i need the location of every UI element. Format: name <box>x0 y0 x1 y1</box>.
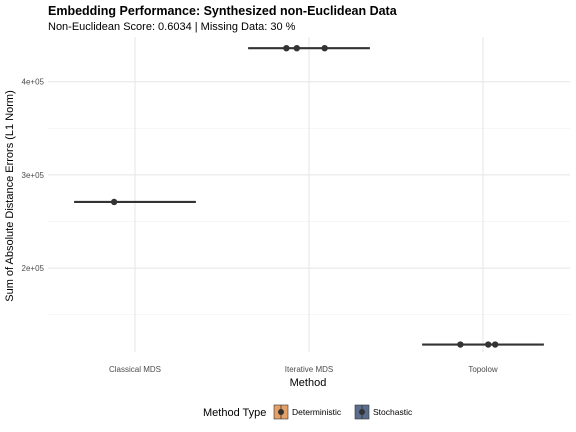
legend: Method Type Deterministic Stochastic <box>203 404 413 420</box>
data-point <box>110 198 118 206</box>
y-tick-label: 3e+05 <box>22 171 45 180</box>
legend-swatch-point <box>359 409 365 415</box>
data-point <box>485 341 492 348</box>
x-tick-label: Iterative MDS <box>285 365 333 374</box>
chart-title: Embedding Performance: Synthesized non-E… <box>48 4 398 18</box>
legend-label: Deterministic <box>292 407 342 417</box>
x-axis: Classical MDS Iterative MDS Topolow <box>109 365 498 374</box>
x-tick-label: Classical MDS <box>109 365 161 374</box>
y-tick-label: 2e+05 <box>22 264 45 273</box>
legend-swatch-point <box>278 409 284 415</box>
summary-lines <box>74 47 544 346</box>
data-point <box>293 44 301 52</box>
y-axis: 2e+05 3e+05 4e+05 <box>22 78 45 273</box>
legend-entry: Stochastic <box>354 404 413 420</box>
y-axis-label: Sum of Absolute Distance Errors (L1 Norm… <box>4 90 16 302</box>
data-point <box>491 341 499 348</box>
legend-entry: Deterministic <box>273 404 342 420</box>
data-point <box>283 44 290 52</box>
x-tick-label: Topolow <box>468 365 498 374</box>
legend-label: Stochastic <box>373 407 413 417</box>
x-axis-label: Method <box>290 377 327 389</box>
data-point <box>321 44 328 52</box>
data-point <box>457 341 464 348</box>
legend-title: Method Type <box>203 407 266 419</box>
y-tick-label: 4e+05 <box>22 78 45 87</box>
data-points <box>110 44 499 348</box>
chart-subtitle: Non-Euclidean Score: 0.6034 | Missing Da… <box>48 21 296 33</box>
grid <box>48 37 570 352</box>
